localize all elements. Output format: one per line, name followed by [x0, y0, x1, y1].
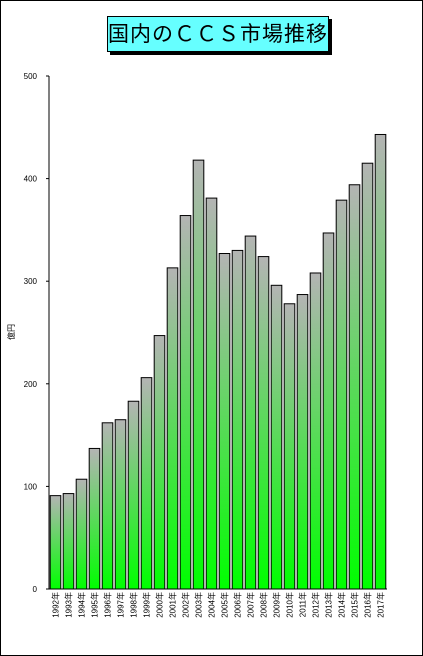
bar-2001年 [166, 267, 179, 590]
x-tick-label: 2007年 [246, 592, 256, 618]
x-tick-label: 2004年 [207, 592, 217, 618]
bar-1996年 [101, 422, 114, 590]
x-tick-label: 1998年 [129, 592, 139, 618]
y-tick-label: 0 [33, 585, 38, 594]
y-tick-label: 500 [24, 72, 38, 81]
bar-2017年 [374, 133, 387, 590]
x-tick-label: 2008年 [259, 592, 269, 618]
x-tick-label: 2010年 [285, 592, 295, 618]
x-tick-label: 2013年 [324, 592, 334, 618]
x-tick-label: 2002年 [181, 592, 191, 618]
x-tick-label: 2000年 [155, 592, 165, 618]
x-axis-ticks: 1992年 1993年 1994年 1995年 1996年 1997年 1998年 1999年… [51, 592, 386, 618]
bar-2007年 [244, 235, 257, 590]
bar-2003年 [192, 159, 205, 590]
bar-2012年 [309, 272, 322, 590]
bar-2015年 [348, 184, 361, 590]
y-tick-label: 400 [24, 175, 38, 184]
x-tick-label: 2003年 [194, 592, 204, 618]
y-axis-label: 億円 [6, 324, 16, 340]
x-tick-label: 1995年 [90, 592, 100, 618]
bar-1992年 [49, 495, 62, 590]
bar-1993年 [62, 493, 75, 590]
bar-1995年 [88, 447, 101, 590]
x-tick-label: 1997年 [116, 592, 126, 618]
x-tick-label: 1992年 [51, 592, 61, 618]
x-tick-label: 2012年 [311, 592, 321, 618]
x-tick-label: 1999年 [142, 592, 152, 618]
y-axis-ticks: 0 100 200 300 400 500 [24, 72, 49, 594]
y-tick-label: 100 [24, 482, 38, 491]
bar-2013年 [322, 232, 335, 590]
x-tick-label: 1993年 [64, 592, 74, 618]
x-tick-label: 2016年 [363, 592, 373, 618]
bar-2011年 [296, 294, 309, 590]
chart-title: 国内のＣＣＳ市場推移 [107, 16, 329, 52]
x-tick-label: 2014年 [337, 592, 347, 618]
y-tick-label: 300 [24, 277, 38, 286]
bar-1998年 [127, 400, 140, 590]
x-tick-label: 2006年 [233, 592, 243, 618]
x-tick-label: 2001年 [168, 592, 178, 618]
y-tick-label: 200 [24, 380, 38, 389]
bar-2014年 [335, 199, 348, 590]
x-tick-label: 2005年 [220, 592, 230, 618]
x-tick-label: 1996年 [103, 592, 113, 618]
x-tick-label: 2011年 [298, 592, 308, 617]
bar-2009年 [270, 284, 283, 590]
bar-2005年 [218, 253, 231, 590]
x-tick-label: 1994年 [77, 592, 87, 618]
bar-1999年 [140, 377, 153, 590]
x-tick-label: 2009年 [272, 592, 282, 618]
bar-2016年 [361, 162, 374, 590]
bar-1997年 [114, 419, 127, 590]
axes [48, 76, 387, 590]
x-tick-label: 2015年 [350, 592, 360, 618]
x-tick-label: 2017年 [376, 592, 386, 618]
bar-2000年 [153, 335, 166, 590]
bar-2006年 [231, 249, 244, 590]
bar-2008年 [257, 256, 270, 590]
bar-2002年 [179, 215, 192, 590]
bar-2004年 [205, 197, 218, 590]
bar-2010年 [283, 303, 296, 590]
bar-1994年 [75, 478, 88, 590]
bar-series [49, 133, 387, 590]
